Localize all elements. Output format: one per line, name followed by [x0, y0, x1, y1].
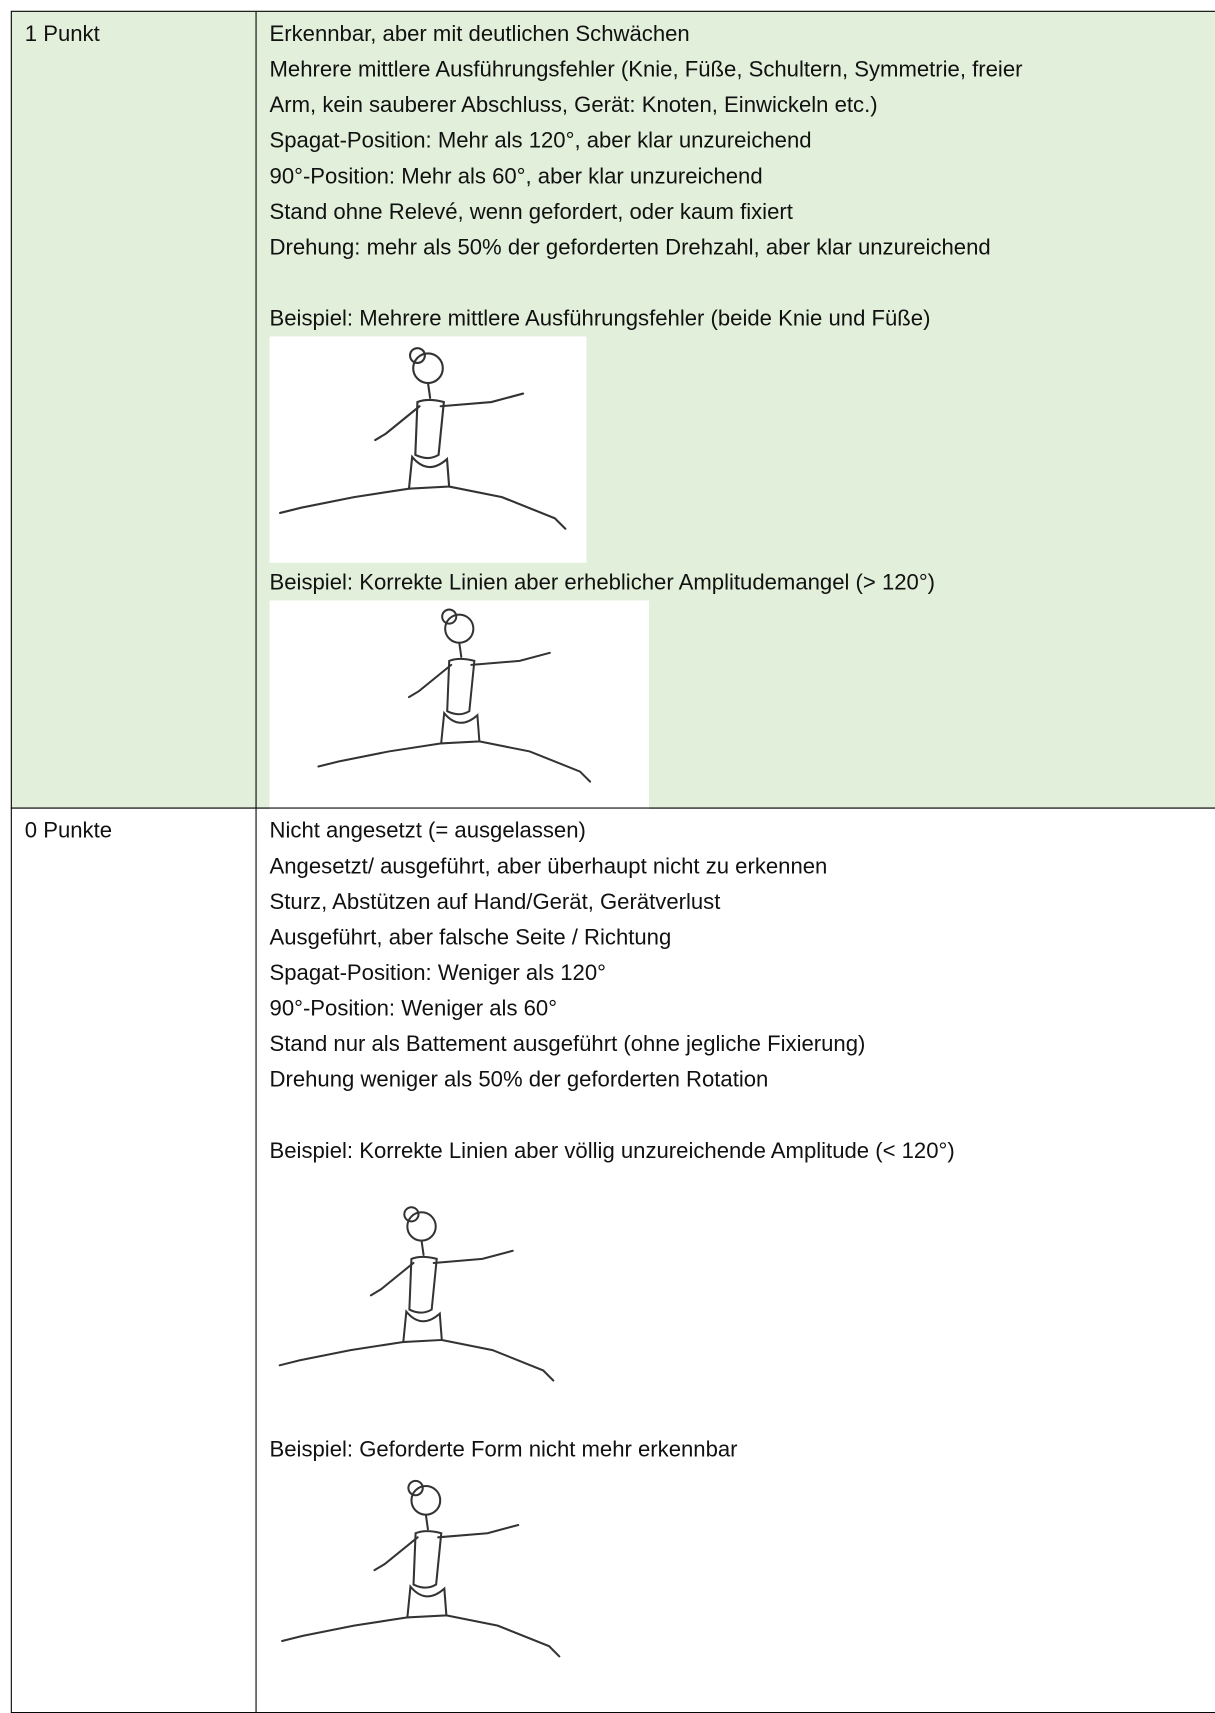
criteria-line: Arm, kein sauberer Abschluss, Gerät: Kno…: [269, 92, 878, 118]
criteria-lines: Nicht angesetzt (= ausgelassen) Angesetzt…: [270, 813, 955, 1098]
criteria-line: Sturz, Abstützen auf Hand/Gerät, Gerätve…: [269, 889, 721, 915]
criteria-line: Spagat-Position: Mehr als 120°, aber kla…: [269, 128, 812, 154]
table-row: 1 Punkt Erkennbar, aber mit deutlichen S…: [10, 10, 1215, 812]
example-figure: [269, 1196, 574, 1413]
criteria-line: Drehung: mehr als 50% der geforderten Dr…: [269, 235, 991, 260]
criteria-line: 90°-Position: Mehr als 60°, aber klar un…: [269, 163, 763, 189]
example-figure: [269, 1471, 583, 1688]
criteria-line: Angesetzt/ ausgeführt, aber überhaupt ni…: [269, 853, 828, 879]
criteria-line: Stand ohne Relevé, wenn gefordert, oder …: [269, 199, 793, 225]
example-caption: Beispiel: Korrekte Linien aber völlig un…: [269, 1138, 955, 1164]
criteria-line: Spagat-Position: Weniger als 120°: [269, 960, 606, 986]
criteria-cell: Nicht angesetzt (= ausgelassen) Angesetzt…: [257, 809, 955, 1688]
table-row: 0 Punkte Nicht angesetzt (= ausgelassen)…: [10, 807, 1215, 1713]
example-caption: Beispiel: Mehrere mittlere Ausführungsfe…: [269, 306, 931, 331]
criteria-line: Ausgeführt, aber falsche Seite / Richtun…: [269, 925, 672, 950]
example-figure: [269, 600, 650, 812]
score-cell: 1 Punkt: [12, 11, 257, 808]
criteria-line: Drehung weniger als 50% der geforderten …: [269, 1067, 769, 1093]
criteria-lines: Erkennbar, aber mit deutlichen Schwächen…: [270, 16, 1023, 265]
criteria-line: Stand nur als Battement ausgeführt (ohne…: [269, 1031, 866, 1057]
example-caption: Beispiel: Geforderte Form nicht mehr erk…: [269, 1437, 738, 1462]
criteria-line: Erkennbar, aber mit deutlichen Schwächen: [269, 21, 690, 47]
score-cell: 0 Punkte: [12, 808, 257, 1713]
example-caption: Beispiel: Korrekte Linien aber erheblich…: [269, 570, 936, 596]
criteria-line: Mehrere mittlere Ausführungsfehler (Knie…: [269, 57, 1023, 82]
criteria-line: Nicht angesetzt (= ausgelassen): [269, 818, 586, 844]
example-figure: [269, 336, 587, 563]
criteria-line: 90°-Position: Weniger als 60°: [269, 996, 558, 1021]
criteria-cell: Erkennbar, aber mit deutlichen Schwächen…: [257, 12, 1023, 812]
